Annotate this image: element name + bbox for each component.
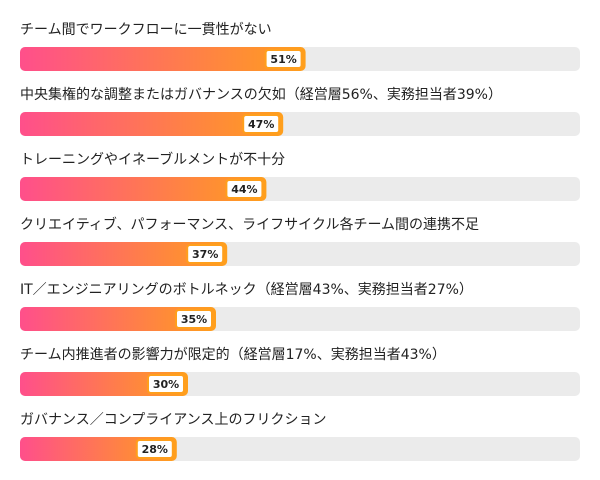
category-label: 中央集権的な調整またはガバナンスの欠如（経営層56%、実務担当者39%） — [20, 86, 502, 103]
value-label: 51% — [270, 53, 296, 66]
value-label: 35% — [181, 313, 207, 326]
bar — [20, 307, 216, 331]
category-label: トレーニングやイネーブルメントが不十分 — [20, 151, 285, 168]
category-label: ガバナンス／コンプライアンス上のフリクション — [20, 412, 326, 428]
value-label: 37% — [192, 248, 218, 261]
value-label-box — [186, 244, 225, 264]
value-label: 28% — [142, 443, 168, 456]
value-label: 47% — [248, 118, 274, 131]
value-label-box — [242, 114, 281, 134]
value-label-box — [264, 49, 303, 69]
category-label: チーム間でワークフローに一貫性がない — [20, 22, 272, 38]
value-label-box — [135, 439, 174, 459]
category-label: クリエイティブ、パフォーマンス、ライフサイクル各チーム間の連携不足 — [20, 216, 479, 233]
bar — [20, 47, 306, 71]
value-label-box — [147, 374, 185, 394]
bar — [20, 177, 267, 201]
bar — [20, 112, 284, 136]
category-label: IT／エンジニアリングのボトルネック（経営層43%、実務担当者27%） — [20, 282, 473, 298]
bar — [20, 372, 188, 396]
category-label: チーム内推進者の影響力が限定的（経営層17%、実務担当者43%） — [20, 346, 446, 363]
bar — [20, 242, 228, 266]
value-label: 30% — [153, 378, 179, 391]
value-label-box — [225, 179, 264, 199]
value-label-box — [175, 309, 213, 329]
value-label: 44% — [231, 183, 257, 196]
